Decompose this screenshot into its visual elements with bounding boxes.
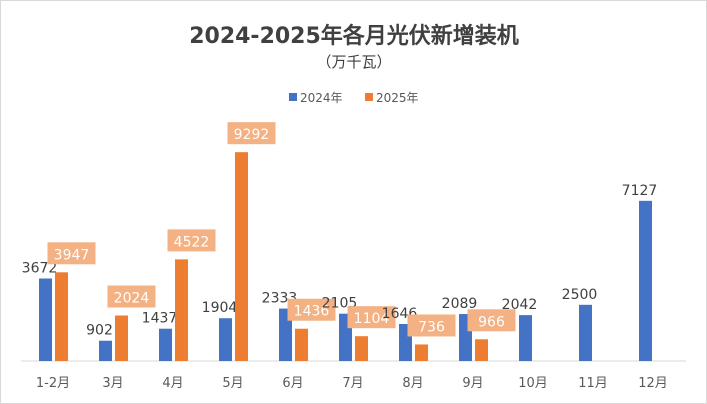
bar-2025 <box>415 344 428 361</box>
x-tick-label: 4月 <box>162 376 183 391</box>
data-label-2024: 3672 <box>22 260 58 276</box>
x-tick-label: 3月 <box>102 376 123 391</box>
data-label-2025: 1104 <box>354 311 390 327</box>
bar-2025 <box>355 336 368 361</box>
bar-2024 <box>279 308 292 361</box>
bar-2024 <box>519 315 532 361</box>
data-label-box-2025 <box>407 314 456 337</box>
data-label-box-2025 <box>167 229 216 252</box>
x-tick-label: 12月 <box>638 376 668 391</box>
legend-swatch-0 <box>289 93 297 101</box>
data-label-box-2025 <box>287 298 336 321</box>
x-tick-label: 11月 <box>578 376 608 391</box>
data-label-box-2025 <box>227 122 276 145</box>
x-tick-label: 5月 <box>222 376 243 391</box>
bar-2025 <box>295 328 308 361</box>
bar-2024 <box>219 318 232 361</box>
bar-2025 <box>115 315 128 361</box>
bar-2024 <box>579 304 592 361</box>
legend-swatch-1 <box>365 93 373 101</box>
data-label-box-2025 <box>467 309 516 332</box>
chart-title: 2024-2025年各月光伏新增装机 <box>189 23 519 49</box>
data-label-box-2025 <box>107 285 156 308</box>
legend-label-0: 2024年 <box>300 91 343 105</box>
x-tick-label: 10月 <box>518 376 548 391</box>
data-label-2024: 1904 <box>202 300 238 316</box>
bar-2025 <box>235 152 248 361</box>
legend-label-1: 2025年 <box>376 91 419 105</box>
data-label-2025: 736 <box>418 319 445 335</box>
legend: 2024年 2025年 <box>289 91 419 105</box>
data-label-2024: 902 <box>86 323 113 339</box>
x-tick-label: 8月 <box>402 376 423 391</box>
bar-2024 <box>39 278 52 361</box>
bar-2024 <box>639 200 652 361</box>
chart-subtitle: （万千瓦） <box>316 53 391 71</box>
bar-2025 <box>175 259 188 361</box>
data-label-box-2025 <box>47 242 96 265</box>
data-label-2024: 2089 <box>442 296 478 312</box>
bar-2025 <box>475 339 488 361</box>
data-label-2025: 2024 <box>114 291 150 307</box>
x-tick-label: 6月 <box>282 376 303 391</box>
data-label-2024: 1437 <box>142 311 178 327</box>
data-label-2024: 7127 <box>622 183 658 199</box>
x-tick-label: 7月 <box>342 376 363 391</box>
data-label-2025: 3947 <box>54 247 90 263</box>
data-label-2025: 966 <box>478 314 505 330</box>
x-tick-label: 9月 <box>462 376 483 391</box>
data-label-2024: 2500 <box>562 287 598 303</box>
bar-2024 <box>99 340 112 361</box>
x-tick-label: 1-2月 <box>36 376 70 391</box>
data-label-2025: 9292 <box>234 127 270 143</box>
data-label-2025: 1436 <box>294 304 330 320</box>
data-label-2025: 4522 <box>174 234 210 250</box>
data-label-2024: 2042 <box>502 297 538 313</box>
data-label-box-2025 <box>347 306 396 329</box>
bar-2024 <box>159 328 172 361</box>
bar-2025 <box>55 272 68 361</box>
